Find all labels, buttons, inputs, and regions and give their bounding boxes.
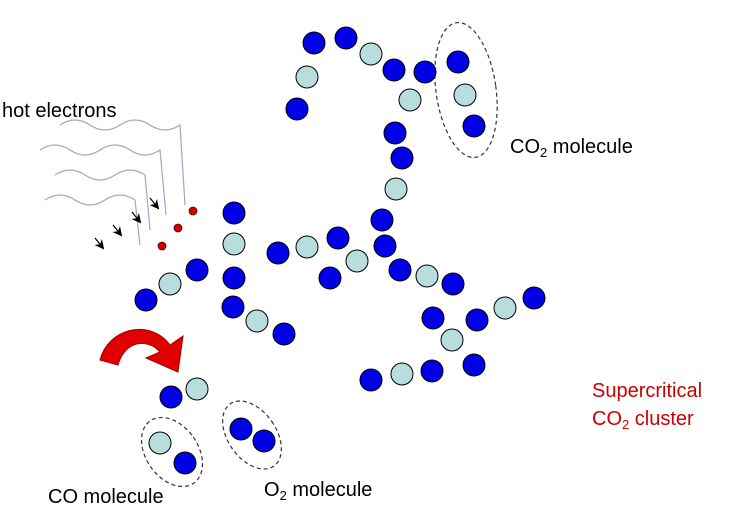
oxygen-atom [446,50,470,74]
oxygen-atom [359,368,383,392]
oxygen-atom [383,121,407,145]
o2-molecule-outline [222,400,282,470]
oxygen-atom [134,288,158,312]
oxygen-atom [221,295,245,319]
supercritical-label-suffix: cluster [629,408,694,430]
oxygen-atom [266,241,290,265]
oxygen-atom [421,306,445,330]
oxygen-atom [373,234,397,258]
carbon-atom [384,177,408,201]
electron-dot [173,223,183,233]
arrowhead-icon [131,211,142,224]
electron-wave-1 [59,119,186,206]
oxygen-atom [302,31,326,55]
oxygen-atom [465,308,489,332]
co2-molecule-label-sub: 2 [540,145,548,160]
oxygen-atom [462,114,486,138]
carbon-atom [390,362,414,386]
co2-molecule-outline [434,21,498,159]
arrowhead-icon [149,197,160,210]
oxygen-atom [252,429,276,453]
oxygen-atom [222,201,246,225]
oxygen-atoms [134,26,546,475]
carbon-atom [148,431,172,455]
oxygen-atom [272,322,296,346]
carbon-atom [222,232,246,256]
oxygen-atom [370,208,394,232]
electron-wave-4 [44,194,141,246]
oxygen-atom [522,286,546,310]
electron-dots [157,206,198,251]
carbon-atom [245,309,269,333]
oxygen-atom [388,258,412,282]
electron-wave-2 [39,144,167,216]
supercritical-label-line2: CO2 cluster [592,408,694,431]
carbon-atom [158,272,182,296]
carbon-atom [345,249,369,273]
oxygen-atom [159,385,183,409]
oxygen-atom [413,60,437,84]
arrowhead-icon [94,237,105,250]
o2-molecule-label-suffix: molecule [286,479,373,501]
co2-molecule-label-prefix: CO [510,136,540,158]
electron-wave-3 [54,169,151,231]
oxygen-atom [334,26,358,50]
oxygen-atom [441,272,465,296]
co2-molecule-label: CO2 molecule [510,136,633,159]
carbon-atom [398,88,422,112]
electron-dot [157,241,167,251]
co-molecule-outline [140,416,204,488]
o2-molecule-label: O2 molecule [264,479,372,502]
carbon-atom [440,328,464,352]
oxygen-atom [420,359,444,383]
oxygen-atom [462,353,486,377]
carbon-atom [415,264,439,288]
oxygen-atom [222,266,246,290]
co-molecule-label: CO molecule [48,486,164,508]
carbon-atom [295,65,319,89]
o2-molecule-label-prefix: O [264,479,280,501]
supercritical-label-sub: 2 [622,417,630,432]
oxygen-atom [326,226,350,250]
carbon-atom [295,235,319,259]
electron-dot [188,206,198,216]
oxygen-atom [318,266,342,290]
molecule-outlines [140,21,498,488]
curved-arrow-icon [99,329,184,373]
oxygen-atom [390,146,414,170]
oxygen-atom [382,58,406,82]
supercritical-label-line1: Supercritical [592,380,703,402]
hot-electrons-label: hot electrons [2,100,117,122]
carbon-atom [453,83,477,107]
carbon-atom [359,42,383,66]
o2-molecule-label-sub: 2 [279,488,287,503]
supercritical-label-prefix: CO [592,408,622,430]
arrowhead-icon [112,224,123,237]
oxygen-atom [185,258,209,282]
hot-electron-waves [39,119,186,246]
oxygen-atom [173,451,197,475]
oxygen-atom [229,417,253,441]
co2-molecule-label-suffix: molecule [547,136,633,158]
carbon-atom [493,296,517,320]
oxygen-atom [285,97,309,121]
carbon-atom [185,377,209,401]
electron-arrows [94,197,160,250]
carbon-atoms [148,42,517,455]
